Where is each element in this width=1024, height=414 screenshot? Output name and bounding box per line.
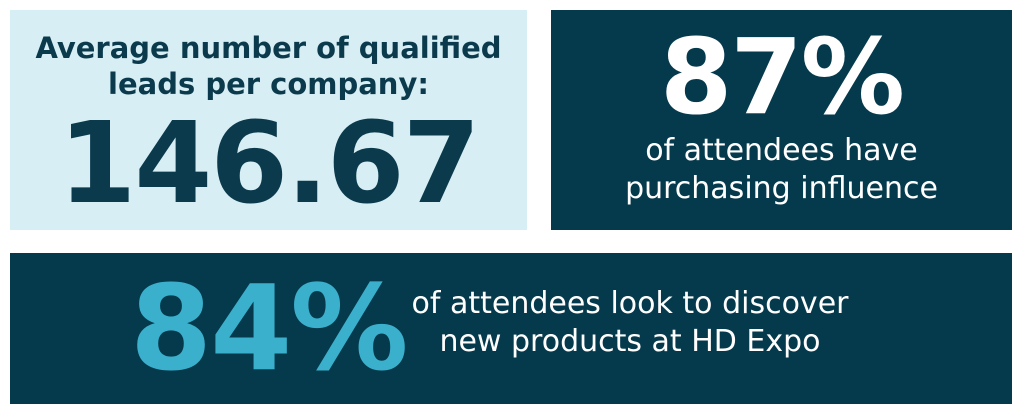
heading-line: Average number of qualified (35, 31, 502, 65)
caption-line: of attendees have (645, 133, 918, 168)
discover-caption: of attendees look to discover new produc… (405, 285, 855, 361)
influence-caption: of attendees have purchasing influence (551, 132, 1012, 208)
caption-line: purchasing influence (625, 171, 938, 206)
influence-box: 87% of attendees have purchasing influen… (551, 10, 1012, 230)
leads-box: Average number of qualified leads per co… (10, 10, 527, 230)
leads-heading: Average number of qualified leads per co… (10, 30, 527, 102)
discover-figure: 84% (130, 259, 408, 397)
influence-figure: 87% (660, 16, 905, 138)
heading-line: leads per company: (108, 67, 429, 101)
caption-line: new products at HD Expo (439, 324, 821, 359)
leads-figure: 146.67 (58, 99, 480, 229)
discover-box: 84% of attendees look to discover new pr… (10, 253, 1012, 404)
caption-line: of attendees look to discover (411, 286, 849, 321)
